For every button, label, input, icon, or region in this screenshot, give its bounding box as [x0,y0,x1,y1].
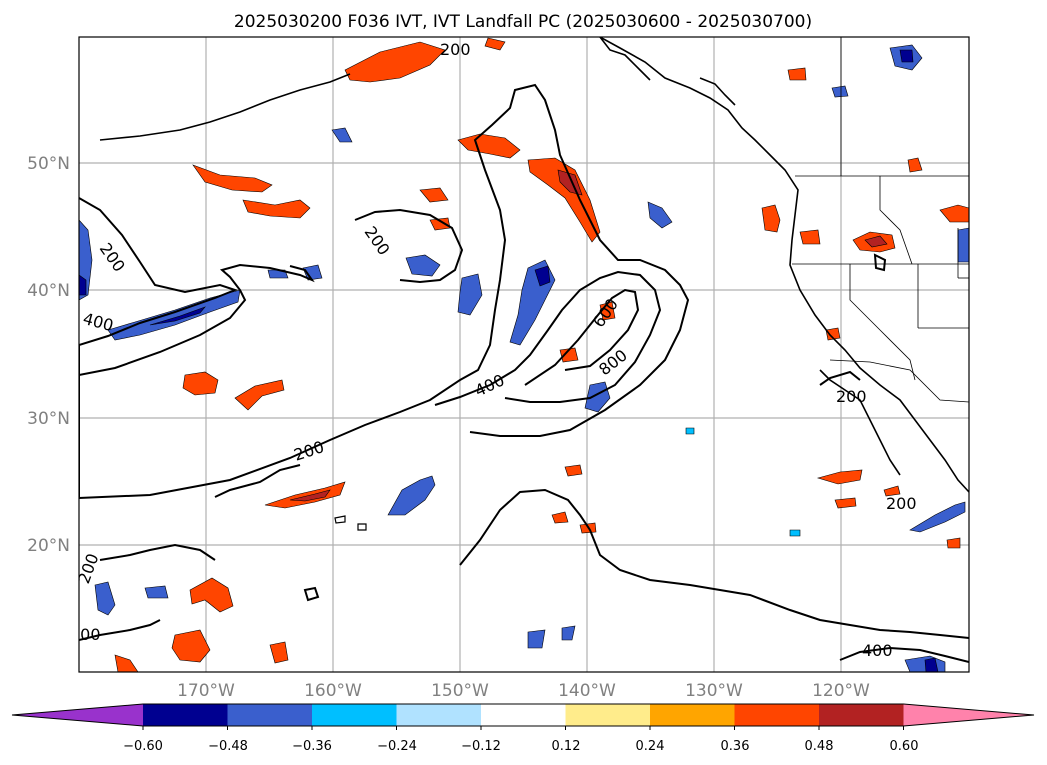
lon-label: 170°W [177,681,235,701]
figure-title: 2025030200 F036 IVT, IVT Landfall PC (20… [234,12,812,32]
contour-label: 400 [862,641,893,660]
colorbar [11,703,1035,730]
colorbar-tick-label: −0.24 [377,739,417,754]
colorbar-ticks: −0.60 −0.48 −0.36 −0.24 −0.12 0.12 0.24 … [123,739,918,754]
lat-label: 50°N [27,154,70,174]
colorbar-tick-label: −0.48 [208,739,248,754]
colorbar-segment [734,704,820,726]
contour-label: 200 [836,387,867,406]
colorbar-extend-max [903,704,1034,726]
positive-pc-patches [114,37,969,672]
lon-label: 150°W [431,681,489,701]
colorbar-segment [396,704,482,726]
borders [792,37,969,403]
contour-label: 200 [886,494,917,513]
map-frame [78,36,970,673]
colorbar-segment [143,704,228,726]
colorbar-segment [819,704,904,726]
colorbar-segment [227,704,313,726]
colorbar-tick-label: −0.60 [123,739,163,754]
colorbar-segment [312,704,397,726]
coastlines [99,37,969,493]
colorbar-segment [650,704,735,726]
contour-label: 200 [70,625,101,644]
colorbar-tick-label: 0.12 [552,739,581,754]
ivt-contours [79,83,969,663]
lat-label: 20°N [27,536,70,556]
negative-pc-patches [79,44,969,672]
colorbar-tick-label: 0.60 [890,739,919,754]
lon-label: 130°W [685,681,743,701]
colorbar-tick-label: −0.12 [461,739,501,754]
colorbar-extend-min [12,704,143,726]
colorbar-tick-label: 0.24 [636,739,665,754]
colorbar-segment [481,704,566,726]
lat-label: 30°N [27,409,70,429]
lat-label: 40°N [27,281,70,301]
colorbar-tick-label: 0.48 [805,739,834,754]
lon-label: 120°W [812,681,870,701]
colorbar-tick-label: 0.36 [721,739,750,754]
lon-label: 140°W [558,681,616,701]
contour-label: 200 [440,40,471,59]
colorbar-segment [565,704,651,726]
islands [303,253,887,602]
lon-labels: 170°W 160°W 150°W 140°W 130°W 120°W [177,681,870,701]
colorbar-tick-label: −0.36 [292,739,332,754]
lon-label: 160°W [304,681,362,701]
map-area: 200 200 200 400 200 400 600 800 200 200 … [70,37,969,672]
lat-labels: 50°N 40°N 30°N 20°N [27,154,70,556]
